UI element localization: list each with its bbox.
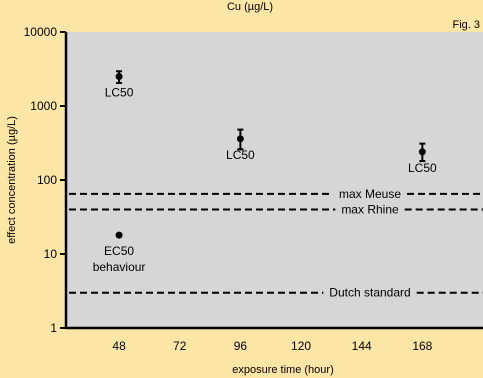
reference-line-label: max Rhine [341, 202, 399, 216]
x-tick-label: 144 [352, 339, 372, 353]
data-point-label: LC50 [226, 148, 255, 162]
x-axis: 48 72 96 120 144 168 [66, 326, 483, 353]
x-axis-label: exposure time (hour) [232, 364, 334, 376]
data-point [236, 135, 244, 143]
data-point-label: LC50 [408, 161, 437, 175]
reference-line-label: max Meuse [339, 187, 401, 201]
y-tick-label: 10 [44, 247, 58, 261]
data-point [115, 231, 123, 239]
y-tick-label: 1000 [30, 99, 57, 113]
x-tick-label: 168 [412, 339, 432, 353]
y-tick-label: 10000 [24, 25, 58, 39]
x-tick-label: 96 [234, 339, 248, 353]
x-tick-label: 48 [112, 339, 126, 353]
y-tick-label: 100 [37, 173, 57, 187]
data-point [418, 148, 426, 156]
reference-line-label: Dutch standard [329, 286, 410, 300]
chart-title: Cu (µg/L) [227, 1, 273, 13]
data-point-label: LC50 [105, 86, 134, 100]
y-tick-label: 1 [50, 321, 57, 335]
y-axis-label: effect concentration (µg/L) [6, 116, 18, 244]
x-tick-label: 72 [173, 339, 187, 353]
x-tick-label: 120 [291, 339, 311, 353]
figure-label: Fig. 3 [452, 19, 480, 31]
plot-area [66, 32, 483, 328]
data-point [115, 73, 123, 81]
data-points: LC50 LC50 LC50 EC50 behaviour [93, 70, 437, 274]
y-axis: 1 10 100 1000 10000 [24, 25, 68, 335]
data-point-label: EC50 behaviour [93, 244, 146, 274]
